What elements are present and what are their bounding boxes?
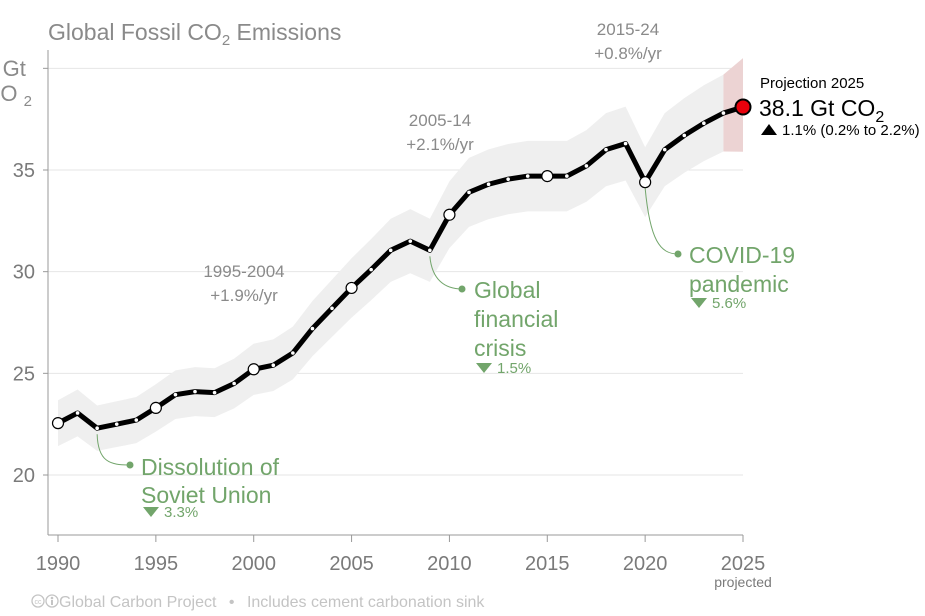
x-tick-label: 2000 [231, 553, 276, 575]
data-point [584, 164, 589, 168]
event-label: Dissolution of [141, 454, 280, 480]
data-point [604, 147, 608, 152]
x-tick-label: 2005 [329, 553, 374, 575]
data-point [75, 411, 80, 415]
event-label: crisis [474, 335, 526, 361]
svg-text:Global Carbon Project •: Global Carbon Project • Includes cement … [59, 594, 485, 611]
footer: cc Global Carbon Project • Includes ceme… [31, 594, 485, 611]
data-point [565, 174, 569, 178]
y-tick-label: 35 [13, 160, 35, 182]
data-point [682, 133, 687, 138]
data-point [193, 389, 197, 394]
data-point-major [247, 363, 260, 376]
data-point [388, 248, 393, 253]
event-label: Soviet Union [141, 482, 271, 508]
data-point-major [149, 401, 162, 414]
y-axis-label: Gt CO 2 [0, 56, 32, 110]
y-tick-label: 25 [13, 363, 35, 385]
event-label: pandemic [689, 271, 789, 297]
y-tick-label: 20 [13, 465, 35, 487]
event-label: Global [474, 277, 540, 303]
event-leader-line [96, 434, 131, 466]
chart-title: Global Fossil CO2 Emissions [48, 19, 341, 49]
data-point [486, 182, 491, 187]
down-triangle-icon [691, 298, 707, 308]
growth-period: 2005-14 [409, 111, 471, 130]
event-change: 1.5% [497, 360, 531, 377]
by-icon [45, 594, 59, 608]
growth-rate: +2.1%/yr [406, 135, 474, 154]
data-point [408, 239, 413, 243]
data-point [114, 422, 119, 426]
uncertainty-band-area [58, 74, 724, 451]
data-point-major [345, 281, 358, 295]
data-point [662, 147, 667, 152]
data-point [95, 426, 99, 431]
growth-period: 2015-24 [597, 20, 659, 39]
event-label: financial [474, 306, 558, 332]
growth-rate: +0.8%/yr [594, 44, 662, 63]
down-triangle-icon [143, 507, 159, 517]
cc-icon [31, 594, 45, 608]
event-dot [674, 250, 682, 258]
y-tick-label: 30 [13, 262, 35, 284]
data-point [310, 326, 315, 331]
data-point [271, 363, 276, 368]
event-leader-line [429, 256, 463, 290]
data-point [291, 351, 295, 355]
data-point [212, 390, 217, 395]
data-point-major [639, 176, 652, 189]
x-tick-label: 2015 [525, 553, 570, 575]
data-point [525, 174, 530, 178]
emissions-line [56, 104, 744, 431]
cc-icon-text: cc [35, 599, 43, 606]
up-triangle-icon [761, 124, 777, 135]
footer-separator: • [229, 594, 235, 611]
growth-rate: +1.9%/yr [210, 286, 278, 305]
by-icon-dot [50, 596, 54, 600]
projection-band [723, 58, 743, 152]
data-point [506, 177, 510, 181]
projection-change: 1.1% (0.2% to 2.2%) [782, 122, 920, 139]
event-label: COVID-19 [689, 242, 795, 268]
annotations: 1995-2004 +1.9%/yr 2005-14 +2.1%/yr 2015-24 +… [96, 20, 920, 521]
emissions-series [51, 98, 752, 431]
data-point-major [541, 170, 554, 183]
data-point [330, 306, 334, 311]
footer-note: Includes cement carbonation sink [247, 594, 485, 611]
data-point [702, 121, 706, 126]
data-point [623, 141, 628, 146]
data-point-major [443, 208, 456, 221]
x-tick-label: 1995 [134, 553, 179, 575]
data-point [721, 111, 726, 115]
data-point [428, 248, 432, 253]
x-tick-label: 1990 [36, 553, 81, 575]
x-tick-label: 2025 [721, 553, 766, 575]
projection-point [734, 98, 752, 116]
data-point [134, 418, 139, 422]
uncertainty-band [58, 58, 743, 451]
x-tick-sublabel: projected [714, 574, 772, 590]
data-point [369, 267, 373, 272]
projection-value: 38.1 Gt CO2 [759, 95, 884, 126]
event-leader-line [644, 188, 679, 255]
x-tick-label: 2010 [427, 553, 472, 575]
event-change: 5.6% [712, 295, 746, 312]
event-dot [458, 285, 466, 293]
by-icon-body [51, 600, 53, 605]
growth-period: 1995-2004 [203, 262, 284, 281]
event-dot [126, 461, 134, 469]
data-point [232, 381, 236, 386]
footer-source: Global Carbon Project [59, 594, 217, 611]
data-point [173, 392, 178, 397]
data-point [467, 190, 471, 195]
data-point-major [51, 417, 65, 430]
x-tick-label: 2020 [623, 553, 668, 575]
projection-heading: Projection 2025 [760, 75, 864, 92]
down-triangle-icon [476, 363, 492, 373]
event-change: 3.3% [164, 504, 198, 521]
